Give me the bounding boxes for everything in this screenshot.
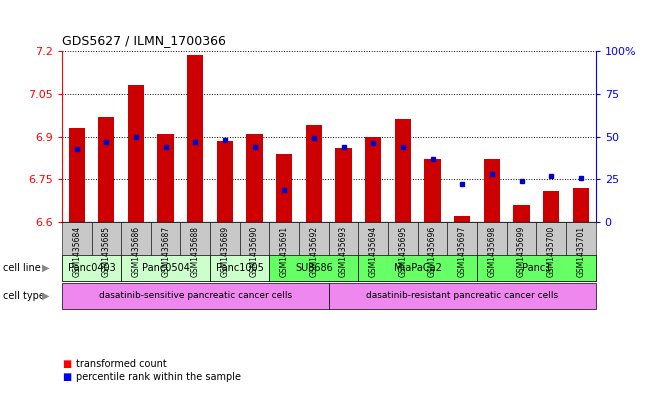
Text: MiaPaCa2: MiaPaCa2	[394, 263, 441, 273]
Text: ▶: ▶	[42, 291, 49, 301]
Text: GSM1435684: GSM1435684	[72, 226, 81, 277]
Text: GSM1435692: GSM1435692	[309, 226, 318, 277]
Text: GSM1435690: GSM1435690	[250, 226, 259, 277]
Bar	[335, 148, 352, 222]
Bar	[217, 141, 233, 222]
Bar	[395, 119, 411, 222]
Text: GSM1435694: GSM1435694	[368, 226, 378, 277]
Bar	[187, 55, 204, 222]
Text: dasatinib-sensitive pancreatic cancer cells: dasatinib-sensitive pancreatic cancer ce…	[99, 291, 292, 300]
Text: GSM1435688: GSM1435688	[191, 226, 200, 277]
Bar	[365, 136, 381, 222]
Text: GSM1435693: GSM1435693	[339, 226, 348, 277]
Text: GSM1435698: GSM1435698	[488, 226, 496, 277]
Text: SU8686: SU8686	[295, 263, 333, 273]
Text: GSM1435700: GSM1435700	[547, 226, 556, 277]
Text: Panc0403: Panc0403	[68, 263, 115, 273]
Text: ▶: ▶	[42, 263, 49, 273]
Text: GSM1435695: GSM1435695	[398, 226, 408, 277]
Text: GSM1435687: GSM1435687	[161, 226, 170, 277]
Text: cell line: cell line	[3, 263, 41, 273]
Text: GSM1435689: GSM1435689	[221, 226, 229, 277]
Bar	[98, 117, 115, 222]
Bar	[128, 85, 144, 222]
Bar	[247, 134, 263, 222]
Text: GSM1435701: GSM1435701	[576, 226, 585, 277]
Text: dasatinib-resistant pancreatic cancer cells: dasatinib-resistant pancreatic cancer ce…	[366, 291, 559, 300]
Bar	[68, 128, 85, 222]
Bar	[276, 154, 292, 222]
Text: Panc1005: Panc1005	[216, 263, 264, 273]
Text: ■: ■	[62, 358, 71, 369]
Bar	[514, 205, 530, 222]
Bar	[484, 159, 500, 222]
Text: GSM1435699: GSM1435699	[517, 226, 526, 277]
Bar	[573, 188, 589, 222]
Bar	[543, 191, 559, 222]
Bar	[424, 159, 441, 222]
Bar	[454, 216, 471, 222]
Text: transformed count: transformed count	[76, 358, 167, 369]
Text: GDS5627 / ILMN_1700366: GDS5627 / ILMN_1700366	[62, 34, 226, 47]
Text: GSM1435685: GSM1435685	[102, 226, 111, 277]
Bar	[158, 134, 174, 222]
Text: GSM1435696: GSM1435696	[428, 226, 437, 277]
Text: GSM1435691: GSM1435691	[280, 226, 289, 277]
Text: GSM1435697: GSM1435697	[458, 226, 467, 277]
Bar	[306, 125, 322, 222]
Text: cell type: cell type	[3, 291, 45, 301]
Text: GSM1435686: GSM1435686	[132, 226, 141, 277]
Text: Panc0504: Panc0504	[142, 263, 189, 273]
Text: percentile rank within the sample: percentile rank within the sample	[76, 372, 241, 382]
Text: Panc1: Panc1	[521, 263, 551, 273]
Text: ■: ■	[62, 372, 71, 382]
